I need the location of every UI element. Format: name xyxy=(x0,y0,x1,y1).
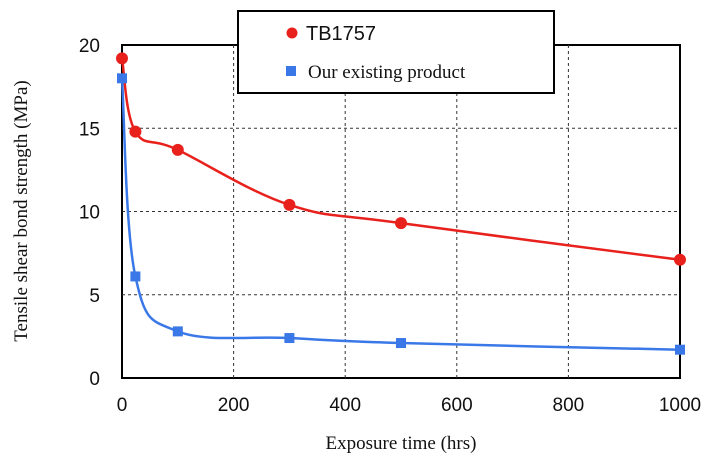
x-axis-ticks: 0 200 400 600 800 1000 xyxy=(117,395,701,416)
data-point-tb1757 xyxy=(129,125,142,138)
y-tick-label: 15 xyxy=(79,119,100,140)
x-tick-label: 400 xyxy=(329,395,361,416)
legend-label-existing-product: Our existing product xyxy=(308,62,466,83)
data-point-tb1757 xyxy=(395,217,407,230)
legend-box xyxy=(237,10,555,94)
y-tick-label: 0 xyxy=(89,369,100,390)
data-point-existing-product xyxy=(284,333,295,344)
legend-label-tb1757: TB1757 xyxy=(306,23,376,45)
data-point-existing-product xyxy=(675,344,685,355)
x-tick-label: 0 xyxy=(117,395,128,416)
series-layer xyxy=(116,52,686,355)
data-point-existing-product xyxy=(172,326,183,337)
y-axis-ticks: 0 5 10 15 20 xyxy=(79,36,100,390)
series-line-existing-product xyxy=(120,78,681,351)
x-tick-label: 1000 xyxy=(659,395,701,416)
y-tick-label: 5 xyxy=(89,286,100,307)
legend: TB1757 Our existing product xyxy=(237,10,555,94)
x-tick-label: 200 xyxy=(218,395,250,416)
y-tick-label: 20 xyxy=(79,36,100,57)
x-tick-label: 800 xyxy=(553,395,585,416)
data-point-tb1757 xyxy=(171,143,184,156)
y-axis-title: Tensile shear bond strength (MPa) xyxy=(11,80,32,341)
data-point-existing-product xyxy=(130,271,141,282)
y-tick-label: 10 xyxy=(79,203,100,224)
data-point-tb1757 xyxy=(116,52,128,65)
data-point-existing-product xyxy=(117,73,127,84)
legend-marker-existing-product xyxy=(286,66,296,76)
data-point-tb1757 xyxy=(283,198,296,211)
x-tick-label: 600 xyxy=(441,395,473,416)
data-point-existing-product xyxy=(396,338,406,349)
x-axis-title: Exposure time (hrs) xyxy=(326,433,477,454)
grid xyxy=(122,45,680,378)
legend-marker-tb1757 xyxy=(286,27,298,39)
data-point-tb1757 xyxy=(674,253,686,266)
